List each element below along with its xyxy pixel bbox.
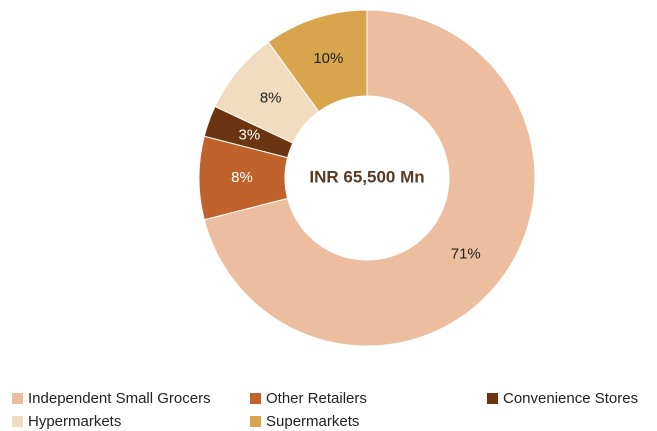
legend-swatch [250,416,261,427]
legend-label: Independent Small Grocers [28,390,211,407]
data-label: 8% [260,89,282,106]
legend-label: Hypermarkets [28,413,121,430]
slice [203,9,536,347]
center-label: INR 65,500 Mn [309,167,424,186]
legend-label: Convenience Stores [503,390,638,407]
legend-label: Supermarkets [266,413,359,430]
legend-swatch [12,416,23,427]
data-label: 3% [239,127,261,144]
legend-label: Other Retailers [266,390,367,407]
data-label: 71% [451,246,481,263]
data-label: 8% [231,169,253,186]
slice [267,9,368,113]
legend-swatch [487,393,498,404]
legend-swatch [250,393,261,404]
data-label: 10% [313,50,343,67]
legend-swatch [12,393,23,404]
